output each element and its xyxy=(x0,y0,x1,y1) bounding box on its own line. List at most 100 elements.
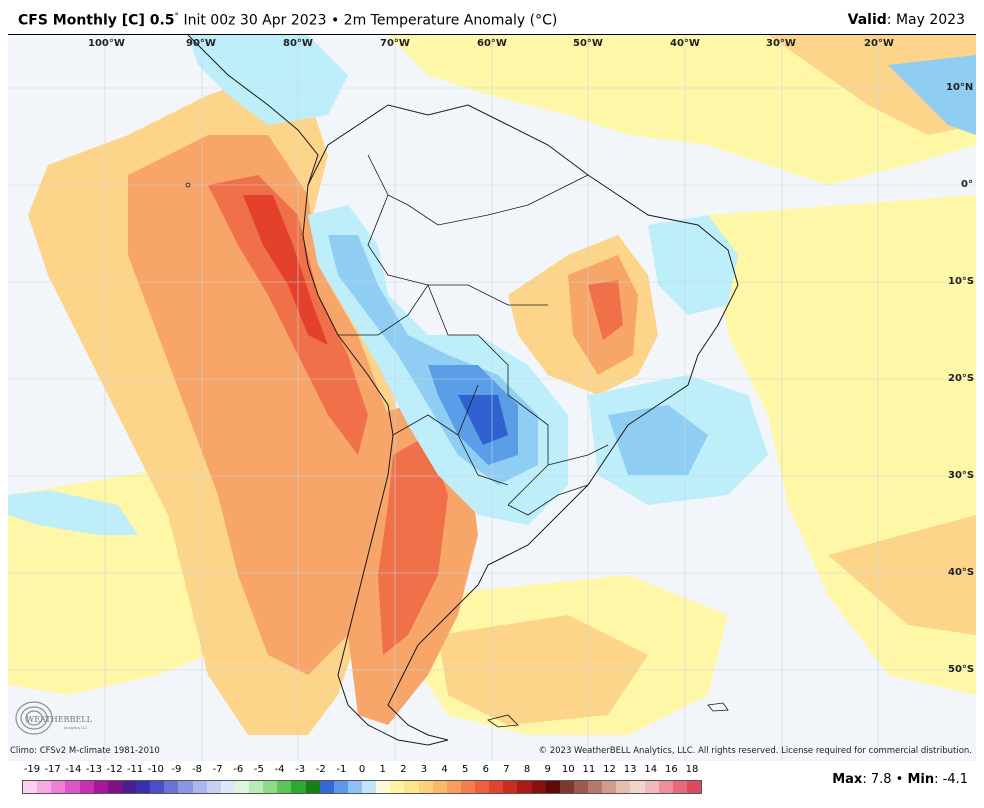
title-bullet: • xyxy=(330,12,340,29)
legend-label: -2 xyxy=(315,764,326,775)
legend-label: 1 xyxy=(379,764,386,775)
legend-swatch xyxy=(362,781,377,793)
legend-swatch xyxy=(503,781,518,793)
legend-swatch xyxy=(376,781,391,793)
lon-label-30w: 30°W xyxy=(766,38,796,49)
legend-label: -13 xyxy=(85,764,103,775)
legend-label: -7 xyxy=(212,764,223,775)
legend-swatch xyxy=(121,781,136,793)
central-america-outline xyxy=(187,35,319,186)
lat-label-10s: 10°S xyxy=(948,276,975,287)
legend-swatch xyxy=(93,781,108,793)
legend-label: 2 xyxy=(400,764,407,775)
legend-label: -19 xyxy=(23,764,41,775)
legend-swatch xyxy=(602,781,617,793)
valid-value: : May 2023 xyxy=(886,12,965,28)
anomaly-region-pacific-cool xyxy=(8,490,138,535)
legend-label: 18 xyxy=(685,764,699,775)
anomaly-region-peru-peak xyxy=(243,195,328,345)
legend-swatch xyxy=(319,781,334,793)
legend-swatch xyxy=(79,781,94,793)
legend-swatch xyxy=(460,781,475,793)
anomaly-region-argentina-hot xyxy=(378,435,448,655)
logo-text: WEATHERBELL xyxy=(26,715,93,724)
min-label: Min xyxy=(907,772,935,787)
legend-swatch xyxy=(672,781,687,793)
legend-swatch xyxy=(531,781,546,793)
legend-label: -14 xyxy=(65,764,82,775)
legend-swatch xyxy=(150,781,165,793)
legend-swatch xyxy=(277,781,292,793)
legend-swatch xyxy=(418,781,433,793)
field-name: 2m Temperature Anomaly (°C) xyxy=(343,12,558,29)
legend-swatch xyxy=(644,781,659,793)
copyright-note: © 2023 WeatherBELL Analytics, LLC. All r… xyxy=(538,746,972,756)
legend-label: 9 xyxy=(544,764,551,775)
south-america-outline xyxy=(302,104,739,746)
max-label: Max xyxy=(832,772,863,787)
map-title: CFS Monthly [C] 0.5° Init 00z 30 Apr 202… xyxy=(18,12,557,29)
anomaly-region-atlantic-ne-cool xyxy=(888,55,976,135)
legend-swatch xyxy=(658,781,673,793)
legend-swatch xyxy=(616,781,631,793)
valid-label: Valid xyxy=(847,12,887,28)
lon-label-60w: 60°W xyxy=(477,38,507,49)
legend-swatch xyxy=(291,781,306,793)
anomaly-region-atlantic-north-warm xyxy=(768,35,976,135)
anomaly-region-brazil-hot xyxy=(588,280,623,340)
legend-label: 16 xyxy=(665,764,678,775)
legend-swatch xyxy=(489,781,504,793)
lat-label-50s: 50°S xyxy=(948,664,975,675)
lon-label-90w: 90°W xyxy=(186,38,216,49)
stats-bullet: • xyxy=(895,772,904,787)
max-value: : 7.8 xyxy=(862,772,892,787)
legend-labels: -19 -17 -14 -13 -12 -11 -10 -9 -8 -7 -6 -5 -4 -3 -2 -1 0… xyxy=(22,764,702,778)
legend-swatch xyxy=(220,781,235,793)
valid-date: Valid: May 2023 xyxy=(848,12,965,28)
legend-swatch xyxy=(630,781,645,793)
legend-label: 3 xyxy=(420,764,428,775)
legend-label: 11 xyxy=(582,764,596,775)
legend-swatch xyxy=(249,781,264,793)
legend-label: -4 xyxy=(274,764,285,775)
anomaly-map: 100°W 90°W 80°W 70°W 60°W 50°W 40°W 30°W… xyxy=(8,34,976,761)
legend-swatch xyxy=(107,781,122,793)
legend-swatch xyxy=(333,781,348,793)
anomaly-region-atlantic-cooler xyxy=(608,405,708,475)
legend-swatch xyxy=(178,781,193,793)
legend-label: -12 xyxy=(106,764,123,775)
lon-label-80w: 80°W xyxy=(283,38,313,49)
legend-label: -8 xyxy=(192,764,202,775)
init-time: Init 00z 30 Apr 2023 xyxy=(183,12,327,29)
legend-label: -17 xyxy=(44,764,61,775)
legend-swatch xyxy=(136,781,151,793)
lat-label-20s: 20°S xyxy=(948,373,975,384)
lon-label-20w: 20°W xyxy=(864,38,894,49)
anomaly-region-peru-warm xyxy=(128,135,388,675)
anomaly-map-svg xyxy=(8,35,976,761)
legend-label: -6 xyxy=(233,764,244,775)
legend-label: -11 xyxy=(126,764,144,775)
legend-label: 8 xyxy=(523,764,531,775)
anomaly-region-atlantic-south-warm xyxy=(828,515,976,635)
country-borders xyxy=(338,154,609,516)
legend-swatch xyxy=(390,781,405,793)
anomaly-region-central-america-cool xyxy=(188,35,348,125)
lat-label-0: 0° xyxy=(961,179,973,190)
south-georgia-island xyxy=(707,702,729,712)
degree-mark: ° xyxy=(174,12,180,22)
legend-label: -9 xyxy=(171,764,182,775)
legend-label: 4 xyxy=(441,764,448,775)
lat-label-40s: 40°S xyxy=(948,567,975,578)
legend-label: -5 xyxy=(253,764,264,775)
legend-label: -1 xyxy=(336,764,347,775)
legend-label: -10 xyxy=(147,764,164,775)
legend-swatch xyxy=(65,781,80,793)
legend-label: 10 xyxy=(561,764,575,775)
lat-label-10n: 10°N xyxy=(946,82,974,93)
legend-swatch xyxy=(573,781,588,793)
legend-swatch xyxy=(545,781,560,793)
lon-label-70w: 70°W xyxy=(380,38,410,49)
max-min-stats: Max: 7.8 • Min: -4.1 xyxy=(832,772,968,787)
legend-swatch xyxy=(51,781,66,793)
